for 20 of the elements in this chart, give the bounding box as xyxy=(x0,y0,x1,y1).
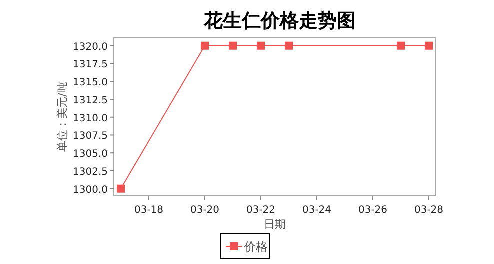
y-tick-label: 1320.0 xyxy=(73,42,108,53)
y-tick-label: 1317.5 xyxy=(73,60,108,71)
legend-label: 价格 xyxy=(243,240,268,254)
legend: 价格 xyxy=(220,234,270,260)
x-tick-label: 03-26 xyxy=(358,205,388,216)
y-tick-label: 1307.5 xyxy=(73,131,108,142)
x-tick-label: 03-18 xyxy=(134,205,164,216)
y-tick-label: 1305.0 xyxy=(73,149,108,160)
y-tick-label: 1310.0 xyxy=(73,113,108,124)
x-axis-title: 日期 xyxy=(264,218,286,231)
x-tick-label: 03-28 xyxy=(414,205,444,216)
y-tick-label: 1315.0 xyxy=(73,78,108,89)
chart-title: 花生仁价格走势图 xyxy=(203,10,356,32)
y-axis-title: 单位：美元/吨 xyxy=(56,82,69,152)
x-tick-label: 03-24 xyxy=(302,205,332,216)
y-tick-label: 1300.0 xyxy=(73,184,108,196)
y-tick-label: 1302.5 xyxy=(73,166,108,178)
x-tick-label: 03-20 xyxy=(190,205,220,216)
y-tick-label: 1312.5 xyxy=(73,95,108,106)
x-tick-label: 03-22 xyxy=(246,205,276,216)
